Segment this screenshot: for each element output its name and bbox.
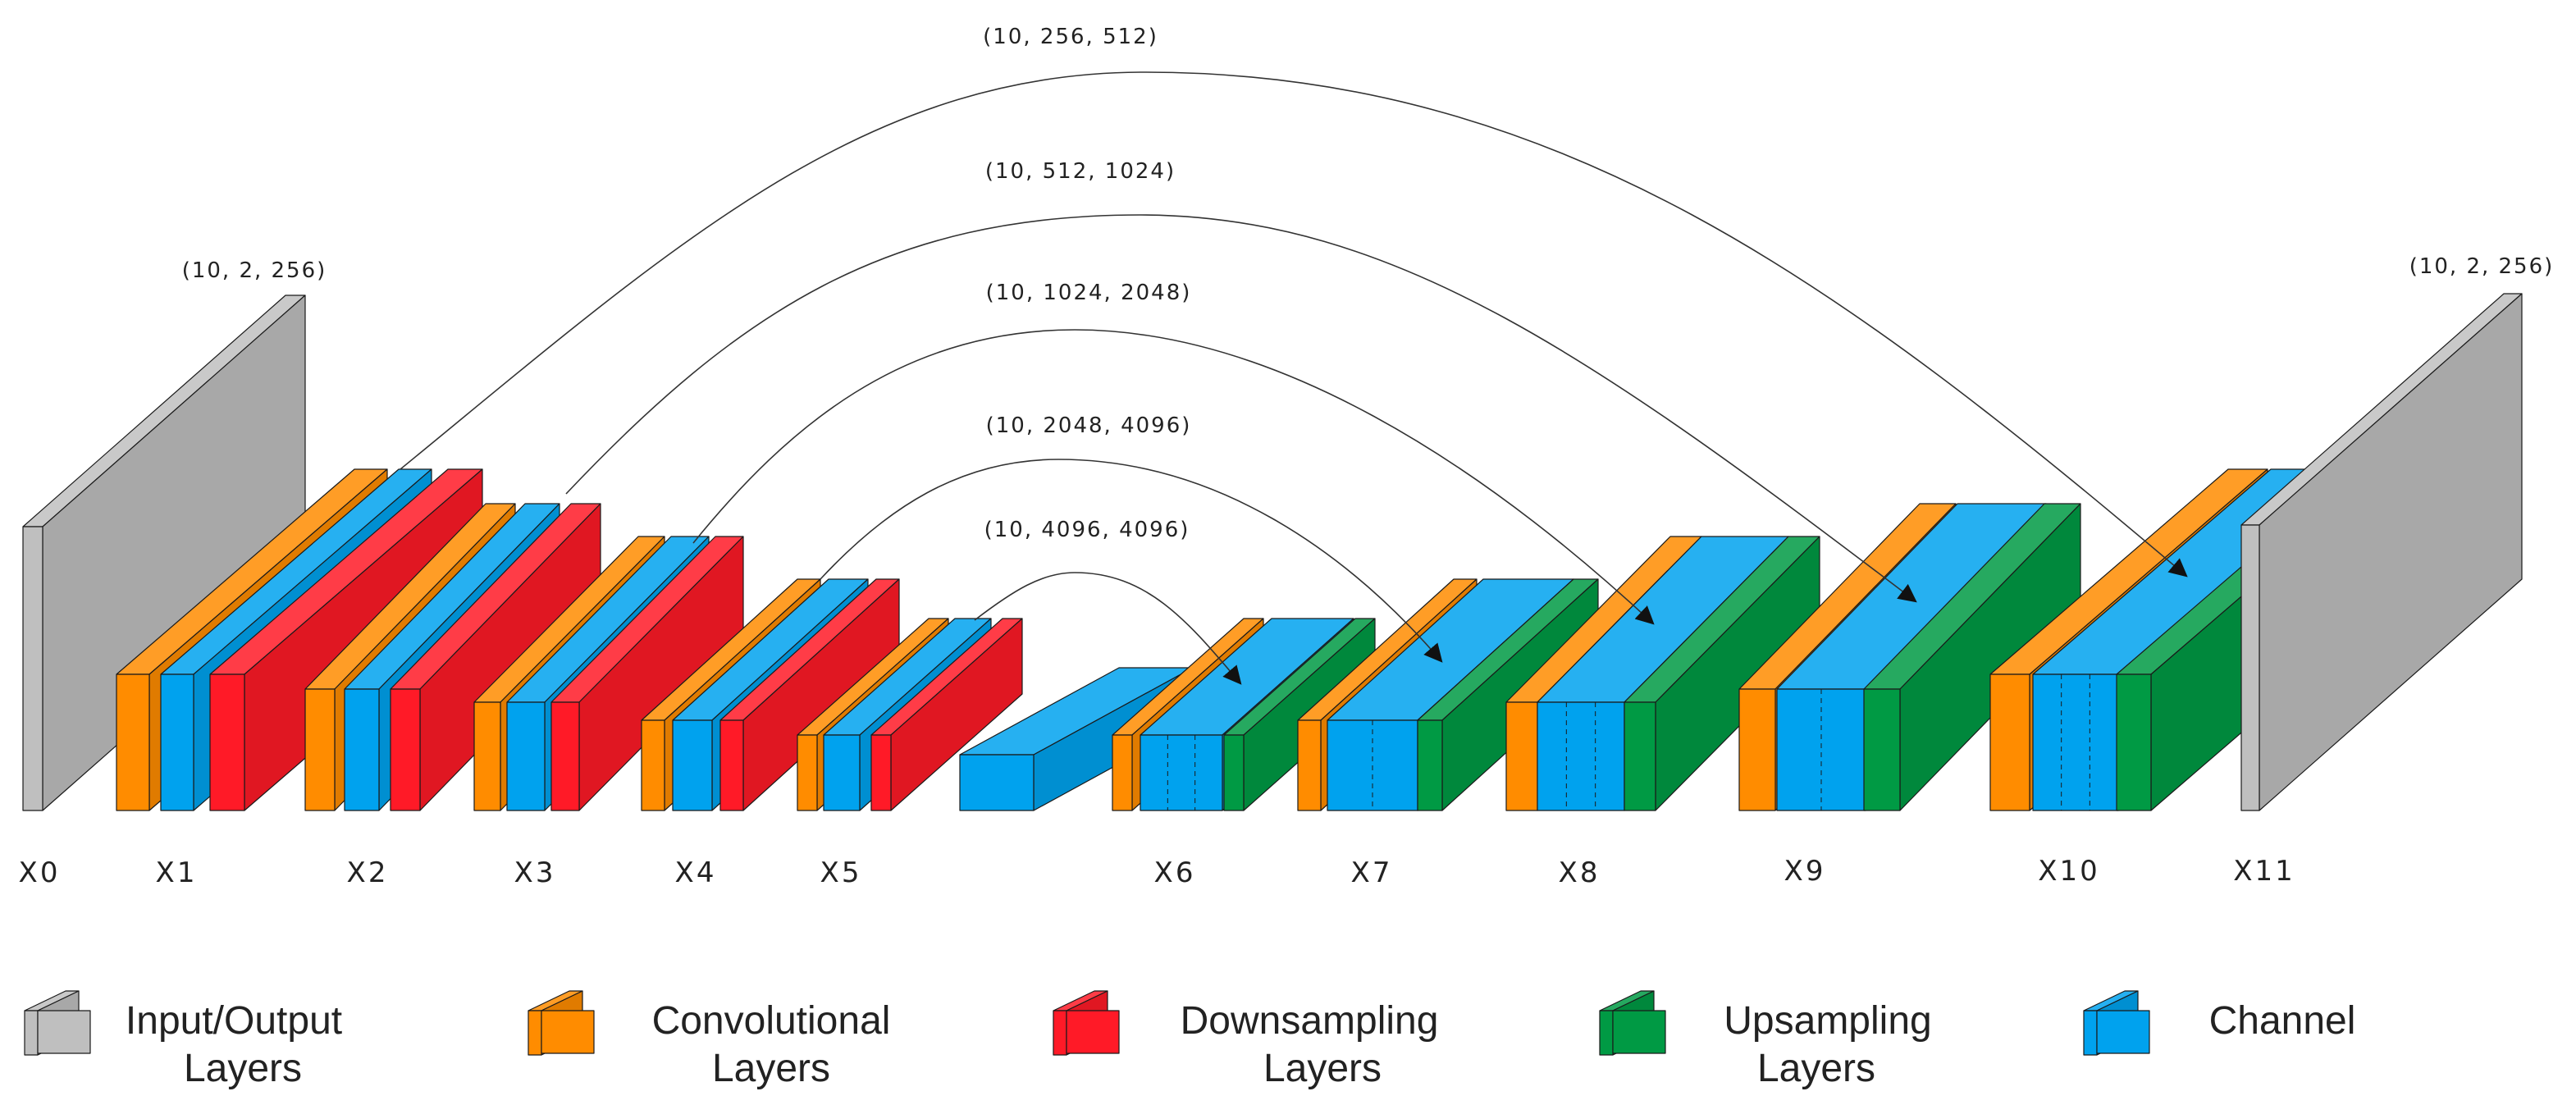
layer-block-conv-17-front [1112,734,1133,811]
layer-block-conv-4-front [304,688,336,811]
legend-label-down-2: Layers [1263,1047,1382,1090]
legend-label-io-1: Input/Output [126,999,342,1043]
stage-label-x3: X3 [514,856,556,889]
stage-label-x10: X10 [2038,855,2100,888]
skip-connection-arc-3 [692,329,1655,625]
layer-block-io-0 [22,295,306,811]
layer-block-down-9 [550,536,744,811]
layer-block-chan-30-front [2032,674,2119,811]
legend-swatch-front [1053,1010,1067,1056]
layer-block-chan-5-front [344,688,380,811]
legend-swatch-body [541,1010,595,1054]
legend-label-up-1: Upsampling [1724,999,1931,1043]
layer-block-chan-24-front [1537,701,1625,811]
layer-block-down-12-front [719,719,744,811]
skip-label-2: (10, 512, 1024) [985,159,1176,184]
legend-label-channel-1: Channel [2209,999,2356,1043]
legend-swatch-up [1599,990,1666,1056]
layer-block-io-32-front [2240,524,2260,811]
legend-swatch-front [2083,1010,2098,1056]
layer-block-down-3-front [209,674,245,811]
layer-block-conv-29-front [1989,674,2030,811]
legend-item-up: Upsampling Layers [1599,990,1932,1090]
layer-block-chan-11-front [672,719,713,811]
layer-block-up-31-front [2116,674,2152,811]
stage-label-x8: X8 [1559,856,1601,889]
layer-block-io-32-side [2259,293,2523,811]
layer-block-io-32 [2240,293,2523,811]
layer-block-up-25 [1624,536,1820,811]
input-dim-label: (10, 2, 256) [182,258,327,283]
skip-connections [400,71,2188,685]
skip-label-3: (10, 1024, 2048) [986,281,1192,305]
layer-block-conv-20-front [1297,719,1322,811]
layer-block-io-0-front [22,526,43,811]
layer-block-down-6 [390,503,601,811]
legend-swatch-front [528,1010,542,1056]
layer-block-down-9-front [550,701,580,811]
legend: Input/Output Layers Convolutional Layers… [24,990,2356,1090]
legend-label-io-2: Layers [184,1047,302,1090]
layer-block-chan-2-front [160,674,194,811]
stage-label-x5: X5 [820,856,862,889]
legend-label-down-1: Downsampling [1181,999,1439,1043]
layer-block-conv-26-front [1738,688,1776,811]
legend-swatch-io [24,990,91,1056]
legend-label-up-2: Layers [1757,1047,1875,1090]
legend-item-down: Downsampling Layers [1053,990,1439,1090]
layer-block-conv-23-front [1505,701,1538,811]
layer-block-up-28 [1863,503,2081,811]
layer-block-conv-7-front [473,701,501,811]
layer-block-up-19-front [1223,734,1245,811]
legend-swatch-down [1053,990,1120,1056]
layer-block-down-15 [870,618,1023,811]
stage-label-x0: X0 [19,856,61,889]
layer-block-down-15-front [870,734,892,811]
layer-block-chan-16-front [959,754,1035,811]
legend-swatch-body [37,1010,91,1054]
legend-swatch-body [1612,1010,1666,1054]
layer-blocks [22,293,2523,811]
layer-block-chan-8-front [506,701,546,811]
legend-label-conv-2: Layers [712,1047,830,1090]
stage-label-x6: X6 [1154,856,1196,889]
layer-block-chan-14-front [823,734,861,811]
stage-label-x9: X9 [1784,855,1826,888]
skip-label-4: (10, 2048, 4096) [986,413,1192,438]
layer-block-chan-18-front [1140,734,1223,811]
skip-label-5: (10, 4096, 4096) [984,518,1190,542]
legend-swatch-conv [528,990,595,1056]
layer-block-up-25-front [1624,701,1656,811]
legend-swatch-body [2096,1010,2150,1054]
skip-connection-arc-2 [565,214,1917,603]
legend-swatch-front [24,1010,39,1056]
stage-label-x11: X11 [2233,855,2295,888]
layer-block-conv-10-front [641,719,665,811]
stage-label-x4: X4 [675,856,717,889]
skip-connection-arc-5 [974,572,1242,685]
output-dim-label: (10, 2, 256) [2409,254,2555,279]
layer-block-conv-1-front [116,674,150,811]
skip-label-1: (10, 256, 512) [983,25,1158,49]
skip-connection-arc-1 [400,71,2188,578]
legend-item-io: Input/Output Layers [24,990,342,1090]
layer-block-up-28-front [1863,688,1901,811]
layer-block-up-22-front [1417,719,1443,811]
layer-block-conv-13-front [797,734,818,811]
legend-item-channel: Channel [2083,990,2356,1056]
legend-swatch-front [1599,1010,1614,1056]
layer-block-down-6-front [390,688,421,811]
legend-swatch-channel [2083,990,2150,1056]
stage-label-x1: X1 [156,856,198,889]
stage-label-x2: X2 [347,856,389,889]
skip-connection-arc-4 [820,459,1443,663]
stage-label-x7: X7 [1351,856,1393,889]
legend-item-conv: Convolutional Layers [528,990,891,1090]
legend-label-conv-1: Convolutional [652,999,891,1043]
legend-swatch-body [1066,1010,1120,1054]
